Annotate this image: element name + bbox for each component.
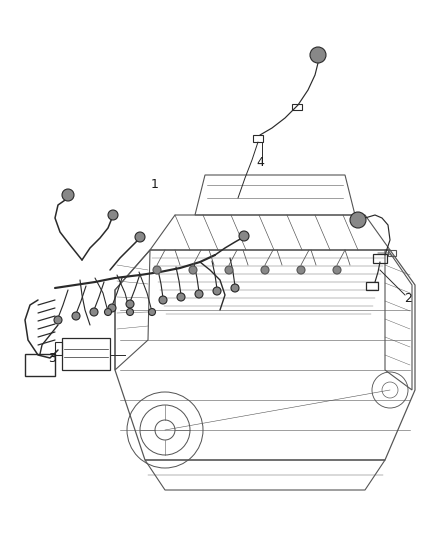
Bar [366,282,378,290]
Circle shape [177,293,185,301]
Circle shape [153,266,161,274]
Bar [253,134,263,141]
Circle shape [297,266,305,274]
Circle shape [108,304,116,312]
Bar [388,250,396,256]
Circle shape [135,232,145,242]
Text: 1: 1 [151,179,159,191]
Circle shape [225,266,233,274]
Circle shape [231,284,239,292]
Circle shape [72,312,80,320]
Circle shape [261,266,269,274]
Circle shape [108,210,118,220]
Bar [373,254,387,262]
Circle shape [54,316,62,324]
Text: 4: 4 [256,156,264,168]
Circle shape [90,308,98,316]
Circle shape [213,287,221,295]
Circle shape [239,231,249,241]
Bar [292,104,302,110]
Circle shape [189,266,197,274]
Bar [25,354,55,376]
Circle shape [127,309,134,316]
Circle shape [310,47,326,63]
Circle shape [62,189,74,201]
Circle shape [333,266,341,274]
Circle shape [159,296,167,304]
Circle shape [105,309,112,316]
Text: 3: 3 [48,351,56,365]
Text: 2: 2 [404,292,412,304]
Circle shape [195,290,203,298]
Circle shape [350,212,366,228]
Circle shape [148,309,155,316]
Circle shape [126,300,134,308]
